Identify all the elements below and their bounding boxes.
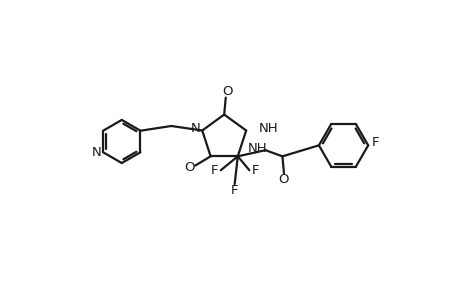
Text: F: F [371,136,379,149]
Text: F: F [251,164,259,177]
Text: NH: NH [258,122,278,135]
Text: N: N [92,146,101,159]
Text: O: O [184,160,194,174]
Text: F: F [230,184,238,197]
Text: O: O [278,173,289,186]
Text: NH: NH [247,142,267,155]
Text: F: F [211,164,218,177]
Text: O: O [222,85,232,98]
Text: N: N [190,122,200,136]
